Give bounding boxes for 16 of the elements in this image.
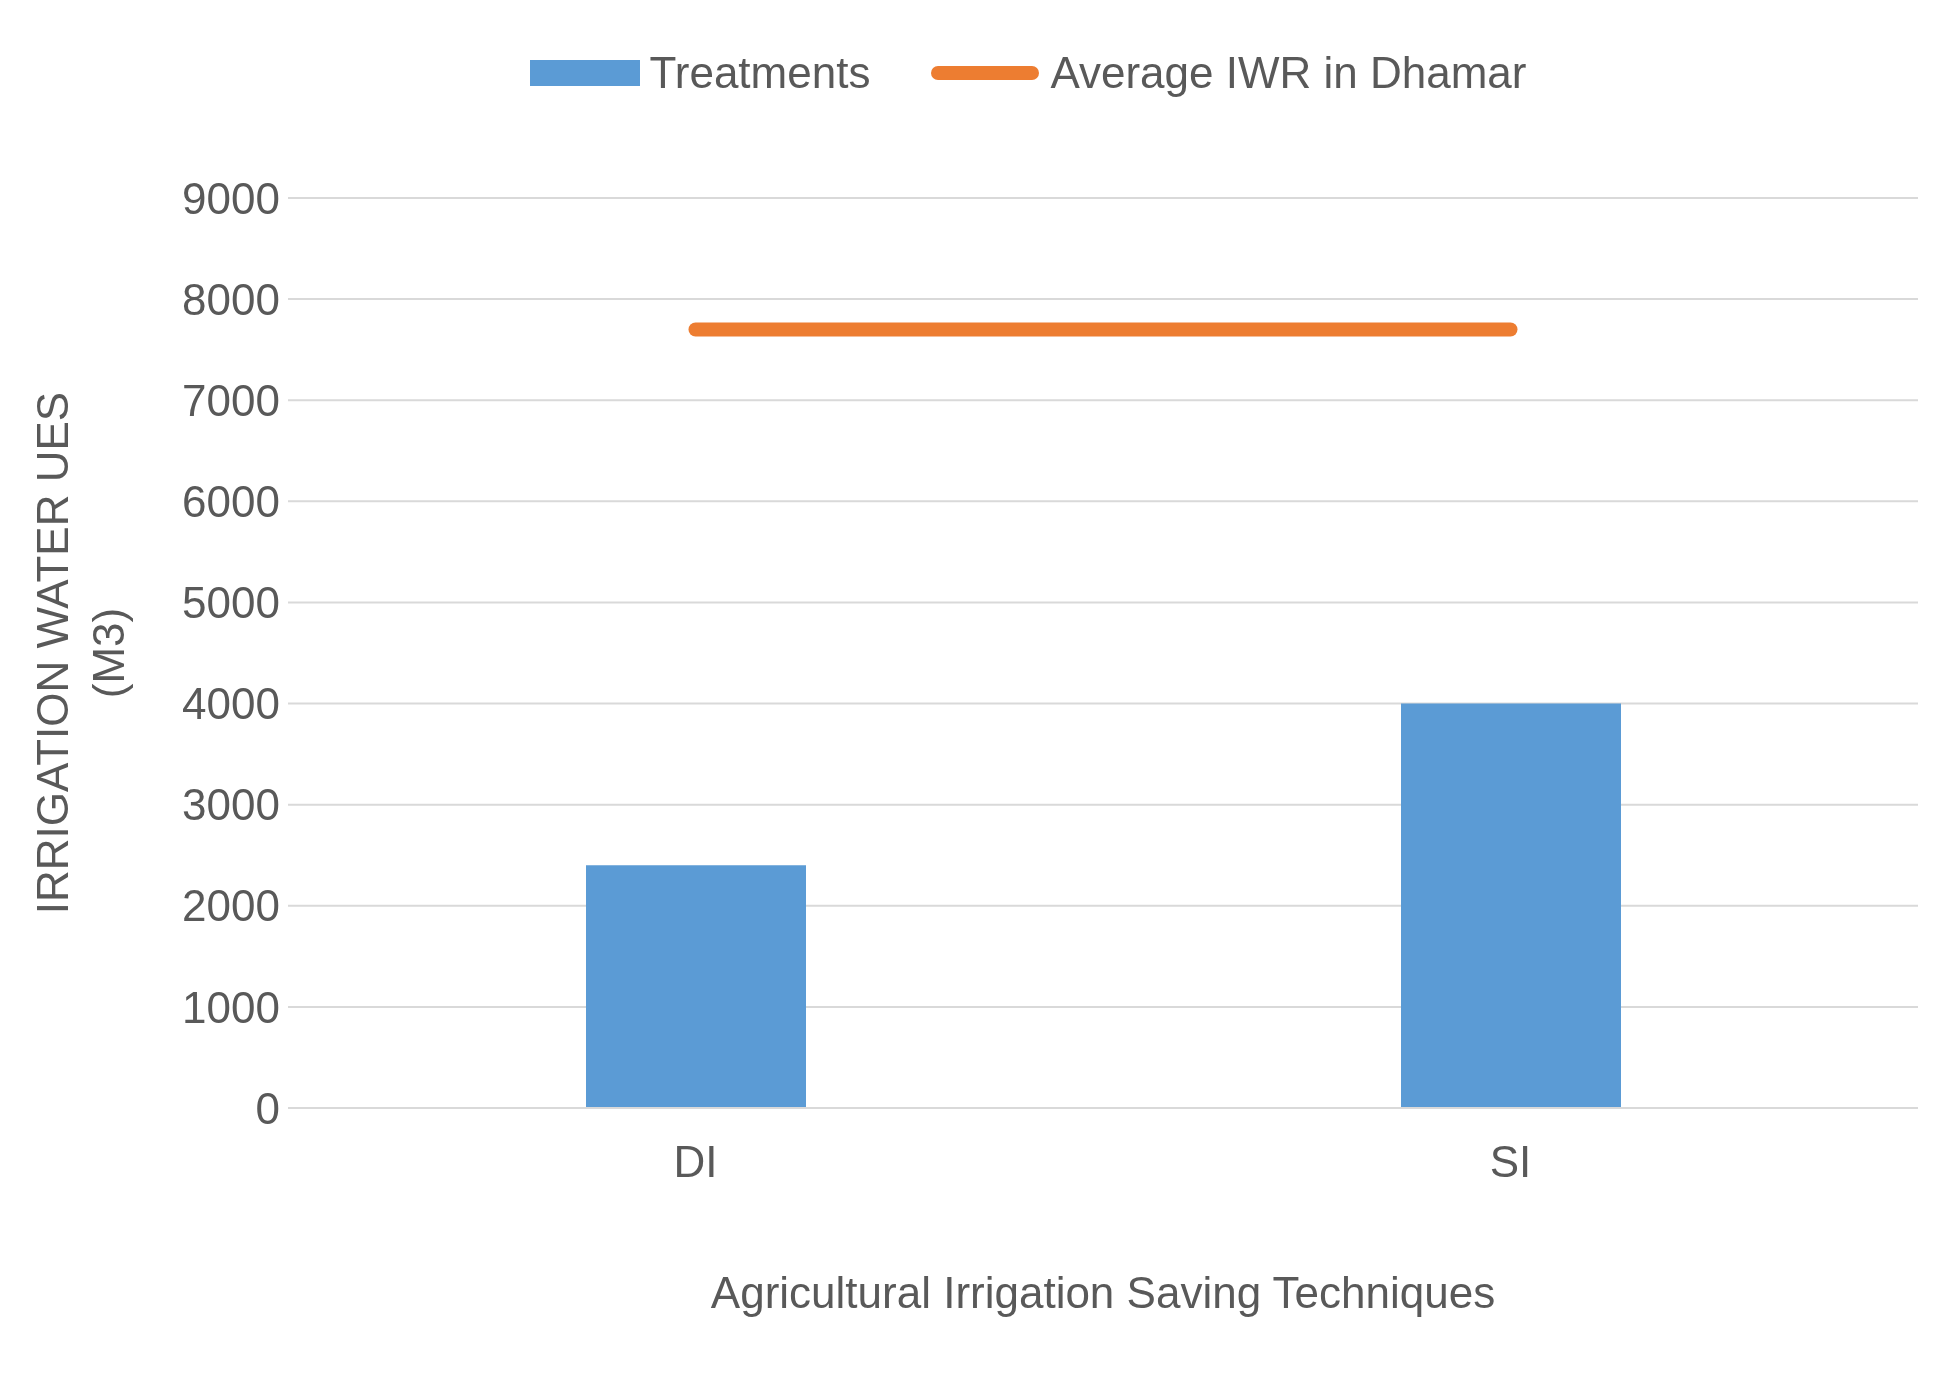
- x-tick-label: SI: [1489, 1137, 1532, 1187]
- y-tick-label: 9000: [182, 173, 280, 223]
- y-tick-label: 8000: [182, 274, 280, 324]
- y-tick-label: 2000: [182, 881, 280, 931]
- y-tick-label: 1000: [182, 982, 280, 1032]
- y-tick-label: 3000: [182, 780, 280, 830]
- y-tick-label: 4000: [182, 679, 280, 729]
- y-tick-label: 7000: [182, 375, 280, 425]
- y-tick-label: 0: [255, 1083, 280, 1133]
- y-tick-label: 6000: [182, 476, 280, 526]
- x-axis-title: Agricultural Irrigation Saving Techniques: [710, 1268, 1496, 1317]
- legend-label: Average IWR in Dhamar: [1050, 48, 1527, 98]
- y-tick-label: 5000: [182, 578, 280, 628]
- legend-label: Treatments: [649, 48, 871, 98]
- x-tick-label: DI: [673, 1137, 718, 1187]
- y-axis-title: IRRIGATION WATER UES (M3): [28, 391, 133, 915]
